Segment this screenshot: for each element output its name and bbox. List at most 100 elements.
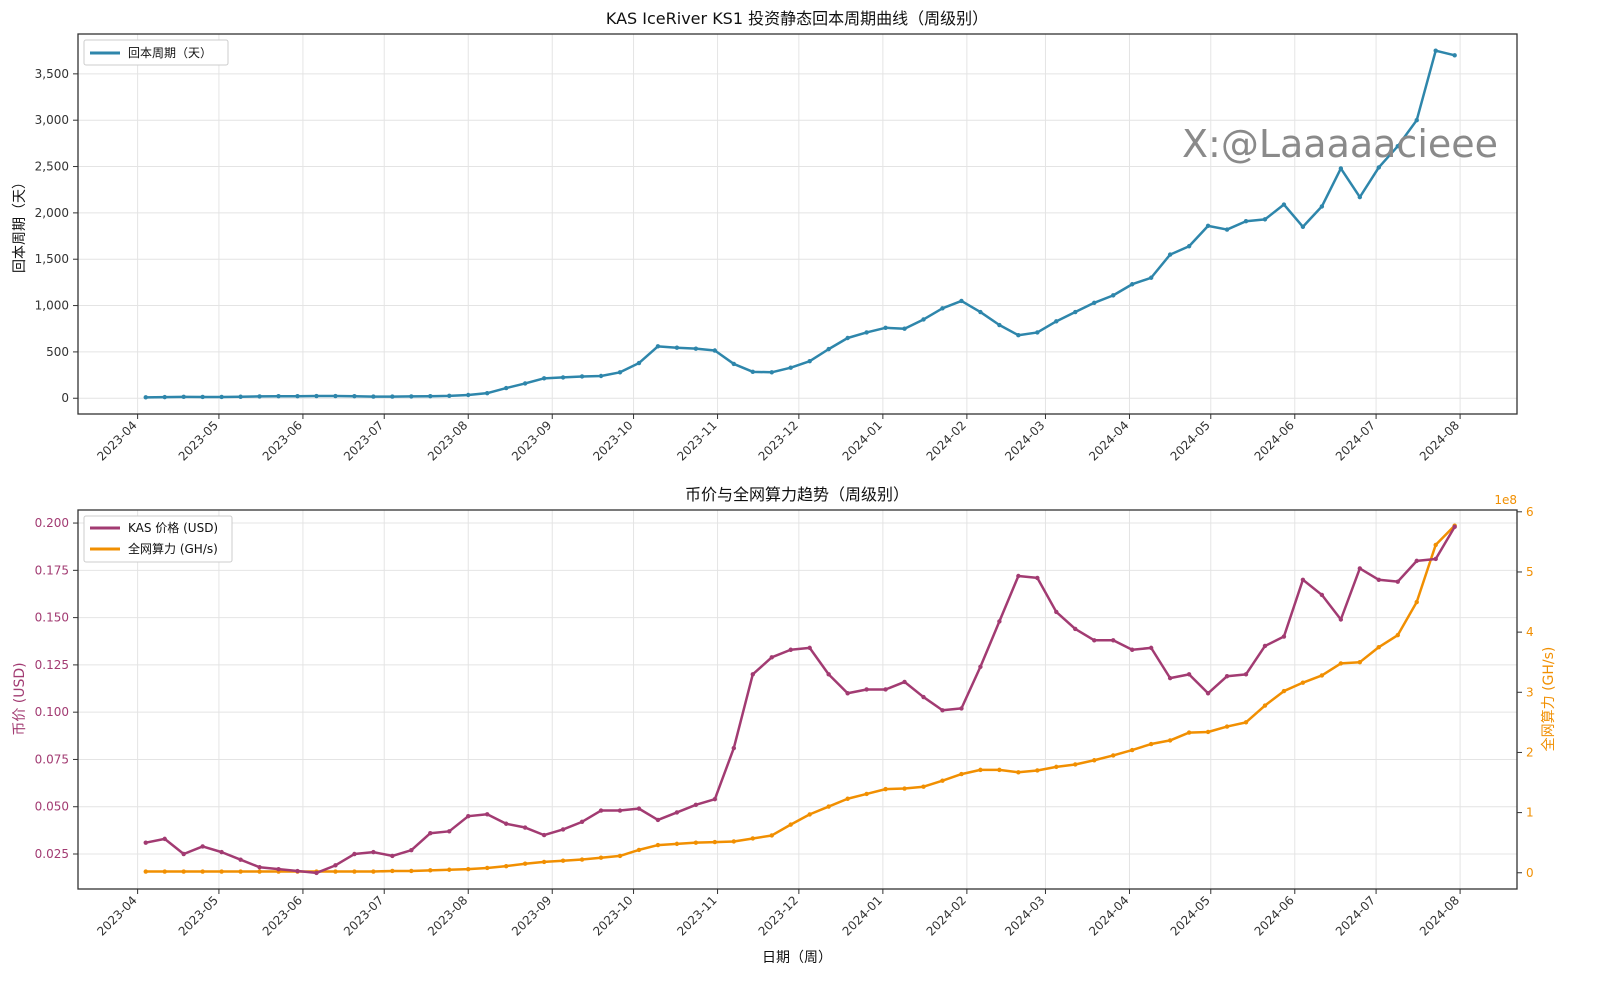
hashrate-point xyxy=(428,868,433,873)
payback-point xyxy=(636,360,642,366)
payback-point xyxy=(447,393,452,399)
payback-point xyxy=(1243,219,1249,224)
hashrate-point xyxy=(1111,753,1116,758)
payback-point xyxy=(769,370,774,375)
hashrate-point xyxy=(1092,758,1097,763)
payback-point xyxy=(1111,293,1116,298)
hashrate-point xyxy=(655,842,661,848)
price-x-tick-label: 2023-08 xyxy=(425,893,470,938)
hashrate-point xyxy=(1016,770,1021,775)
price-x-tick-label: 2024-07 xyxy=(1333,893,1378,938)
payback-point xyxy=(978,309,983,315)
hashrate-point xyxy=(371,869,376,874)
price-x-tick-label: 2023-05 xyxy=(176,893,221,938)
price-point xyxy=(257,865,262,870)
hashrate-point xyxy=(978,767,983,773)
hashrate-point xyxy=(579,857,585,862)
price-hashrate-chart: 币价与全网算力趋势（周级别） 币价 (USD) 全网算力 (GH/s) 1e8 … xyxy=(12,485,1557,966)
hashrate-point xyxy=(143,869,148,874)
price-point xyxy=(276,866,281,872)
payback-x-tick-label: 2024-05 xyxy=(1168,418,1213,463)
price-point xyxy=(1224,674,1230,679)
hashrate-point xyxy=(1357,660,1363,665)
payback-point xyxy=(181,394,186,400)
date-x-axis-label: 日期（周） xyxy=(762,950,832,966)
price-point xyxy=(1414,558,1419,564)
price-y-tick-label: 0.200 xyxy=(35,516,69,530)
price-x-tick-label: 2024-03 xyxy=(1002,893,1047,938)
payback-point xyxy=(788,365,793,370)
payback-x-tick-label: 2023-07 xyxy=(341,418,386,463)
payback-x-tick-label: 2024-04 xyxy=(1086,418,1131,463)
price-x-tick-label: 2023-10 xyxy=(590,893,635,938)
payback-x-tick-label: 2023-09 xyxy=(509,418,554,463)
price-y-tick-label: 0.050 xyxy=(35,800,69,814)
payback-point xyxy=(864,330,869,335)
price-point xyxy=(864,687,869,692)
price-point xyxy=(390,853,395,859)
hashrate-y-tick-label: 1 xyxy=(1526,806,1534,820)
price-point xyxy=(238,857,243,862)
payback-point xyxy=(1452,53,1457,58)
hashrate-point xyxy=(693,840,699,845)
hashrate-point xyxy=(162,869,167,874)
hashrate-y-tick-label: 4 xyxy=(1526,625,1534,639)
payback-legend: 回本周期（天） xyxy=(83,39,229,66)
hashrate-point xyxy=(769,833,774,838)
payback-point xyxy=(1167,252,1173,257)
price-point xyxy=(731,745,737,751)
payback-point xyxy=(1319,204,1325,209)
payback-chart: KAS IceRiver KS1 投资静态回本周期曲线（周级别） 回本周期（天）… xyxy=(12,9,1518,464)
price-point xyxy=(522,825,528,830)
payback-point xyxy=(1281,202,1287,207)
payback-point xyxy=(807,358,812,364)
price-x-tick-label: 2024-05 xyxy=(1168,893,1213,938)
payback-plot-frame xyxy=(77,33,1518,415)
price-hashrate-legend: KAS 价格 (USD) 全网算力 (GH/s) xyxy=(83,515,233,563)
payback-point xyxy=(1035,330,1040,335)
hashrate-point xyxy=(1338,661,1344,666)
price-point xyxy=(617,808,623,813)
payback-point xyxy=(1224,227,1230,232)
payback-point xyxy=(371,394,376,399)
price-point xyxy=(181,851,186,857)
hashrate-point xyxy=(598,855,604,860)
payback-x-tick-label: 2024-01 xyxy=(840,418,885,463)
price-point xyxy=(1092,638,1097,643)
payback-x-tick-label: 2023-10 xyxy=(590,418,635,463)
price-point xyxy=(997,619,1002,624)
price-point xyxy=(655,817,661,823)
price-x-tick-label: 2023-12 xyxy=(756,893,801,938)
price-point xyxy=(902,679,907,685)
price-point xyxy=(807,645,812,651)
price-x-tick-label: 2023-09 xyxy=(509,893,554,938)
price-point xyxy=(750,672,755,677)
hashrate-point xyxy=(617,853,623,859)
hashrate-line xyxy=(145,524,1456,873)
payback-point xyxy=(314,393,319,399)
price-y-tick-label: 0.125 xyxy=(35,658,69,672)
hashrate-point xyxy=(1395,632,1400,638)
payback-point xyxy=(750,369,755,375)
price-y-axis-label: 币价 (USD) xyxy=(12,662,28,735)
hashrate-point xyxy=(1035,768,1040,773)
hashrate-point xyxy=(1205,729,1211,735)
payback-point xyxy=(390,394,395,399)
hashrate-point xyxy=(485,865,490,871)
payback-point xyxy=(1205,223,1211,229)
hashrate-point xyxy=(1129,747,1135,753)
hashrate-point xyxy=(1243,720,1249,725)
payback-point xyxy=(1376,165,1381,170)
payback-point xyxy=(1433,48,1438,53)
hashrate-y-axis-label: 全网算力 (GH/s) xyxy=(1540,647,1557,752)
payback-x-tick-label: 2023-08 xyxy=(425,418,470,463)
payback-point xyxy=(655,344,661,349)
payback-point xyxy=(693,346,699,351)
price-x-tick-label: 2024-04 xyxy=(1086,893,1131,938)
price-x-tick-label: 2024-08 xyxy=(1417,893,1462,938)
payback-point xyxy=(219,394,224,400)
payback-point xyxy=(1016,333,1021,338)
hashrate-point xyxy=(1054,764,1059,770)
price-y-tick-label: 0.150 xyxy=(35,611,69,625)
